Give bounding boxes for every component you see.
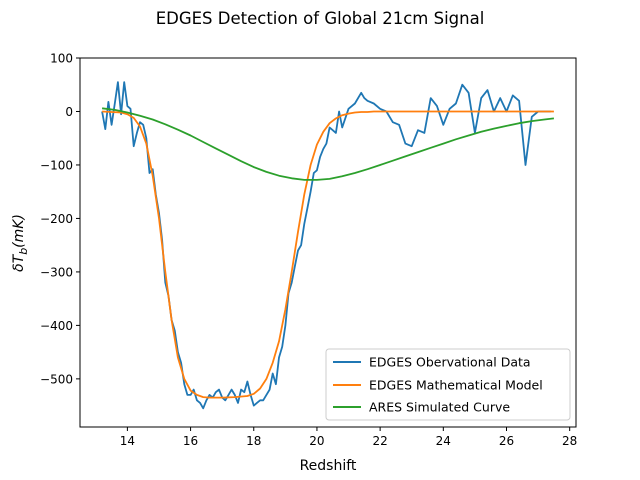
chart-title: EDGES Detection of Global 21cm Signal — [156, 9, 485, 28]
x-tick-label: 20 — [309, 434, 324, 448]
legend-label-ares: ARES Simulated Curve — [369, 400, 510, 415]
y-axis-label-symbol: δT — [11, 253, 27, 272]
series-ares — [101, 107, 555, 181]
y-tick-label: 100 — [50, 52, 73, 66]
x-tick-label: 26 — [499, 434, 514, 448]
x-tick-label: 28 — [562, 434, 577, 448]
y-tick-label: −100 — [40, 158, 73, 172]
x-tick-label: 24 — [436, 434, 451, 448]
y-tick-label: −400 — [40, 319, 73, 333]
y-axis-label-subscript: b — [17, 248, 30, 255]
legend: EDGES Obervational Data EDGES Mathematic… — [325, 348, 571, 421]
y-axis-label-unit: (mK) — [11, 214, 27, 248]
x-axis: 14 16 18 20 22 24 26 28 — [120, 427, 577, 448]
y-tick-label: −300 — [40, 265, 73, 279]
legend-label-edges-data: EDGES Obervational Data — [369, 355, 531, 370]
x-tick-label: 14 — [120, 434, 135, 448]
y-tick-label: −500 — [40, 372, 73, 386]
x-tick-label: 22 — [372, 434, 387, 448]
legend-label-edges-model: EDGES Mathematical Model — [369, 378, 543, 393]
legend-box — [325, 348, 571, 421]
x-tick-label: 18 — [246, 434, 261, 448]
plot-frame — [79, 57, 577, 428]
y-tick-label: −200 — [40, 212, 73, 226]
series-edges-model — [102, 110, 554, 399]
y-tick-label: 0 — [65, 105, 73, 119]
x-axis-label: Redshift — [300, 458, 357, 474]
y-axis-label: δTb(mK) — [11, 214, 30, 272]
series-layer — [101, 81, 555, 410]
svg-text:δTb(mK): δTb(mK) — [11, 214, 30, 272]
x-tick-label: 16 — [183, 434, 198, 448]
y-axis: 100 0 −100 −200 −300 −400 −500 — [40, 52, 80, 386]
